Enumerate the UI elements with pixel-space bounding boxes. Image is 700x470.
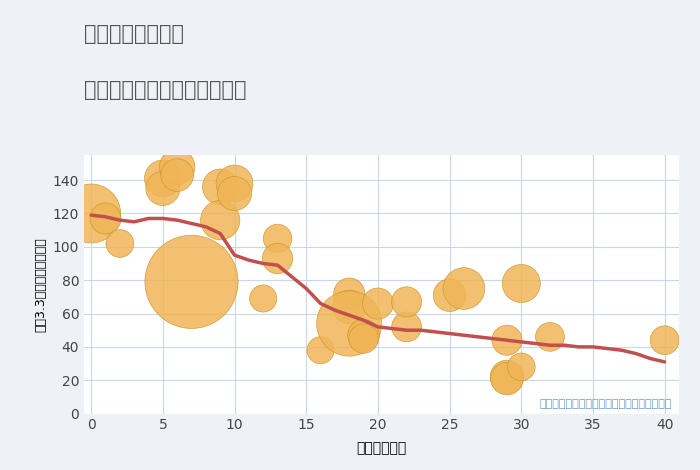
Point [229,190,240,197]
Point [401,323,412,330]
Point [344,320,355,327]
Point [458,285,470,292]
Point [501,337,512,344]
Point [158,185,169,192]
X-axis label: 築年数（年）: 築年数（年） [356,441,407,455]
Point [358,335,369,342]
Point [516,363,527,371]
Point [215,216,226,224]
Point [114,240,125,247]
Point [659,337,671,344]
Point [315,346,326,354]
Point [344,290,355,298]
Point [372,300,384,307]
Point [501,375,512,382]
Text: 築年数別中古マンション価格: 築年数別中古マンション価格 [84,80,246,100]
Point [215,183,226,190]
Point [358,331,369,339]
Y-axis label: 坪（3.3㎡）単価（万円）: 坪（3.3㎡）単価（万円） [34,237,47,332]
Text: 大阪府八尾市水越: 大阪府八尾市水越 [84,24,184,44]
Point [516,280,527,287]
Point [344,303,355,311]
Point [172,172,183,179]
Point [258,295,269,302]
Point [272,255,284,262]
Point [186,278,197,286]
Point [85,210,97,217]
Text: 円の大きさは、取引のあった物件面積を示す: 円の大きさは、取引のあった物件面積を示す [539,399,672,408]
Point [100,215,111,222]
Point [501,373,512,381]
Point [545,333,556,341]
Point [172,163,183,171]
Point [272,235,284,242]
Point [158,175,169,182]
Point [401,298,412,306]
Point [444,291,455,299]
Point [229,180,240,187]
